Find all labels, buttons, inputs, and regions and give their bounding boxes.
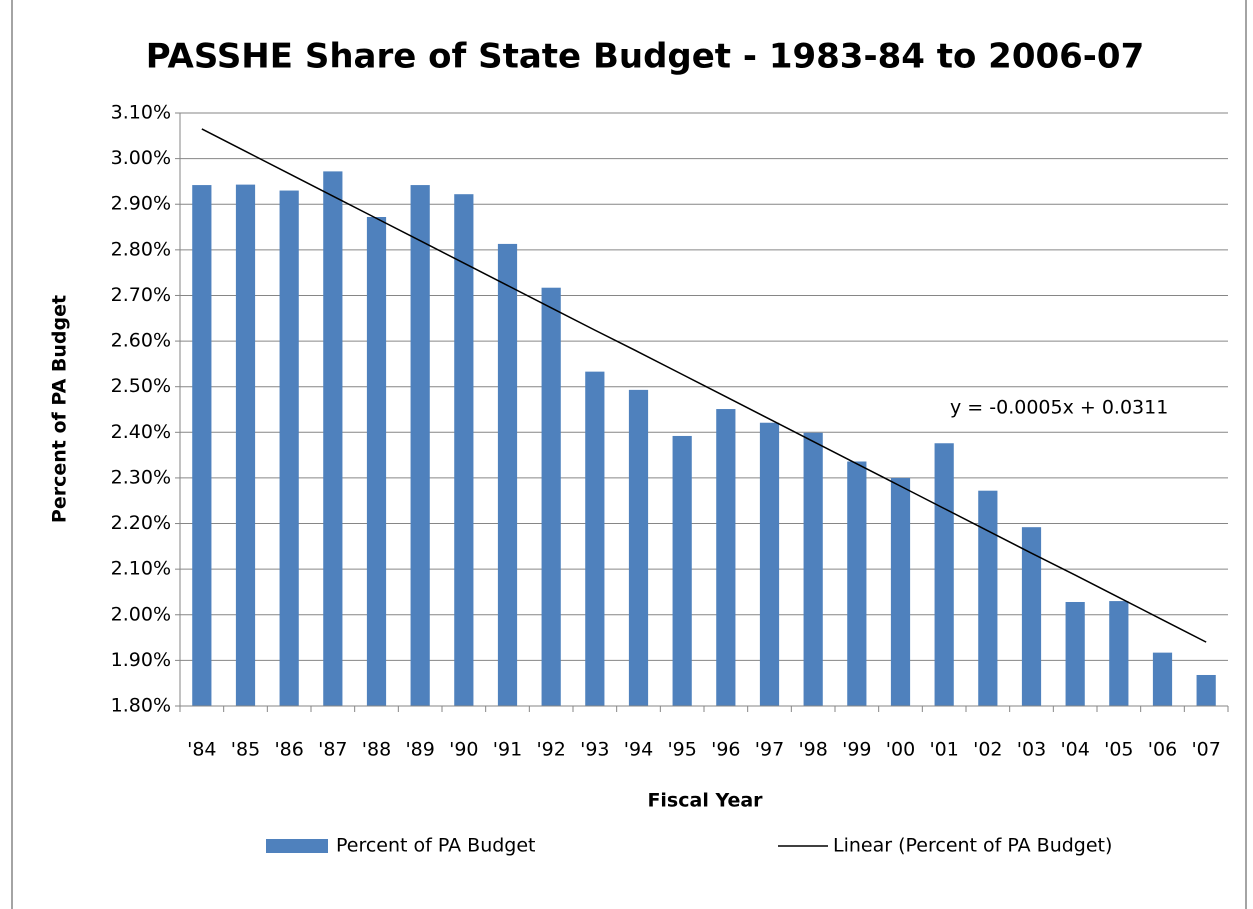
- bar: [672, 435, 692, 706]
- bar: [410, 185, 430, 706]
- y-tick-label: 2.50%: [111, 375, 171, 397]
- bar: [934, 443, 954, 706]
- x-tick-label: '06: [1148, 739, 1177, 761]
- x-tick-label: '88: [362, 739, 391, 761]
- bar: [759, 422, 780, 706]
- x-tick-label: '04: [1060, 739, 1089, 761]
- bar: [279, 190, 299, 707]
- trendline-equation: y = -0.0005x + 0.0311: [950, 397, 1168, 419]
- bar: [1152, 652, 1173, 706]
- bar: [1065, 601, 1085, 706]
- bar: [235, 184, 256, 706]
- x-tick-label: '86: [274, 739, 303, 761]
- y-tick-label: 2.20%: [111, 512, 171, 534]
- x-tick-label: '91: [493, 739, 522, 761]
- bar: [585, 371, 605, 706]
- x-tick-label: '85: [231, 739, 260, 761]
- x-axis-title: Fiscal Year: [647, 790, 763, 812]
- y-tick-label: 2.10%: [111, 558, 171, 580]
- y-tick-label: 2.60%: [111, 330, 171, 352]
- bar: [978, 490, 998, 706]
- y-tick-label: 3.00%: [111, 147, 171, 169]
- bar: [847, 461, 867, 706]
- x-tick-label: '89: [405, 739, 434, 761]
- bar: [497, 243, 518, 707]
- bar: [716, 409, 736, 706]
- x-tick-label: '84: [187, 739, 216, 761]
- x-tick-label: '99: [842, 739, 871, 761]
- x-tick-label: '07: [1191, 739, 1220, 761]
- y-tick-label: 2.70%: [111, 284, 171, 306]
- x-tick-label: '94: [624, 739, 653, 761]
- y-tick-label: 3.10%: [111, 102, 171, 124]
- y-tick-label: 2.40%: [111, 421, 171, 443]
- bar: [454, 194, 474, 707]
- x-tick-label: '00: [886, 739, 915, 761]
- x-tick-label: '90: [449, 739, 478, 761]
- bar: [192, 185, 212, 706]
- x-tick-label: '03: [1017, 739, 1046, 761]
- x-tick-label: '95: [667, 739, 696, 761]
- bar: [541, 287, 561, 706]
- bar: [803, 432, 823, 706]
- bar: [1196, 674, 1216, 706]
- trendline: [201, 128, 1207, 643]
- y-tick-label: 2.00%: [111, 603, 171, 625]
- x-tick-label: '05: [1104, 739, 1133, 761]
- x-tick-label: '01: [929, 739, 958, 761]
- bar: [366, 217, 387, 706]
- x-tick-label: '97: [755, 739, 784, 761]
- x-tick-label: '96: [711, 739, 740, 761]
- legend-label: Linear (Percent of PA Budget): [833, 835, 1112, 857]
- x-tick-label: '98: [798, 739, 827, 761]
- bar: [628, 389, 649, 706]
- x-tick-label: '87: [318, 739, 347, 761]
- y-tick-label: 2.90%: [111, 193, 171, 215]
- y-tick-label: 2.30%: [111, 466, 171, 488]
- bar: [890, 477, 911, 706]
- y-tick-label: 1.90%: [111, 649, 171, 671]
- bar: [1021, 527, 1042, 706]
- x-tick-label: '02: [973, 739, 1002, 761]
- legend-label: Percent of PA Budget: [336, 835, 536, 857]
- y-axis-title: Percent of PA Budget: [49, 295, 71, 523]
- y-tick-label: 1.80%: [111, 695, 171, 717]
- x-tick-label: '92: [536, 739, 565, 761]
- y-tick-label: 2.80%: [111, 238, 171, 260]
- legend-swatch: [266, 839, 328, 853]
- bar: [1109, 601, 1129, 706]
- x-tick-label: '93: [580, 739, 609, 761]
- chart-title: PASSHE Share of State Budget - 1983-84 t…: [146, 37, 1144, 77]
- bar: [323, 171, 343, 706]
